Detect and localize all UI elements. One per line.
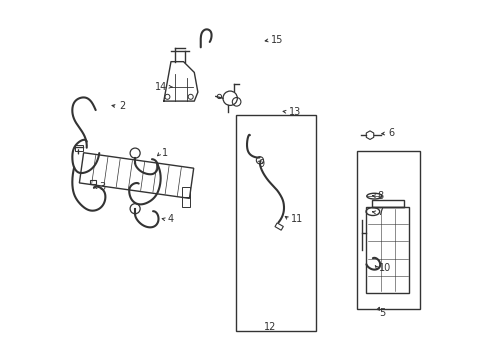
Text: 14: 14 [155,82,167,92]
Bar [366,207,408,293]
Bar [274,223,283,230]
Text: 3: 3 [99,182,105,192]
Bar [89,180,96,184]
Bar [79,153,193,198]
Text: 12: 12 [264,322,276,332]
Text: 10: 10 [378,263,390,273]
Text: 1: 1 [162,148,168,158]
Bar [75,145,83,151]
Text: 11: 11 [290,215,303,224]
Text: 5: 5 [378,308,385,318]
Text: 4: 4 [167,215,173,224]
Text: 13: 13 [288,107,300,117]
Text: 2: 2 [119,102,125,112]
Text: 6: 6 [387,129,393,138]
Bar [357,151,419,309]
Bar [371,201,403,207]
Text: 8: 8 [376,191,383,201]
Text: 15: 15 [271,35,283,45]
Text: 7: 7 [376,207,383,217]
Text: 9: 9 [258,159,264,169]
Bar [235,116,316,330]
Bar [182,187,189,207]
